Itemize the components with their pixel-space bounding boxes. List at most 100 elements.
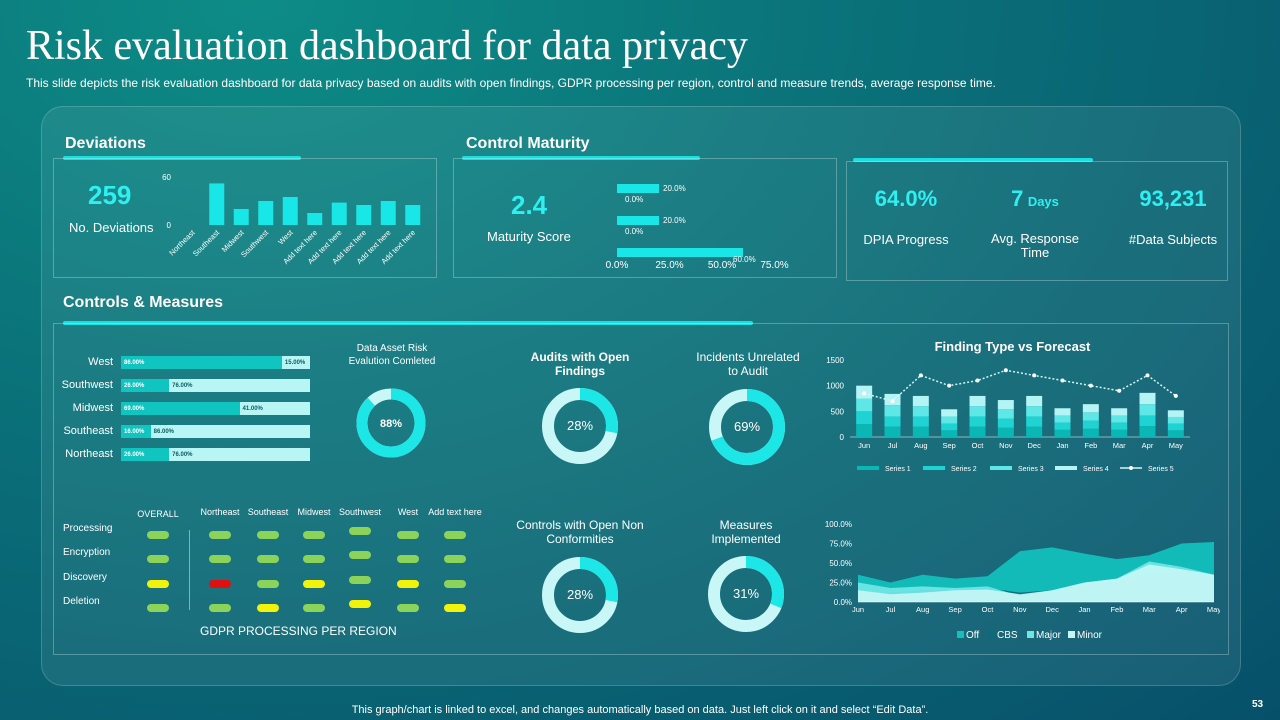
finding-ytick: 500: [831, 407, 845, 416]
finding-bar: [912, 416, 929, 427]
region-bar-segment-b: 76.00%: [169, 379, 310, 392]
dev-bar: [356, 205, 372, 225]
finding-xtick: Dec: [1027, 441, 1041, 450]
region-bar: 26.00% 76.00%: [121, 379, 310, 392]
finding-bar: [997, 409, 1014, 419]
gdpr-status-pill: [303, 580, 325, 588]
gdpr-status-pill: [397, 580, 419, 588]
finding-bar: [1082, 404, 1099, 413]
finding-bar: [1167, 423, 1184, 431]
finding-bar: [856, 424, 873, 437]
gdpr-status-pill: [147, 604, 169, 612]
region-label: Northeast: [65, 448, 113, 460]
trend-xtick: Sep: [948, 605, 961, 614]
gdpr-status-pill: [147, 555, 169, 563]
region-bar-segment-b: 41.00%: [239, 402, 310, 415]
finding-bar: [856, 398, 873, 412]
donut-title: Incidents Unrelated to Audit: [696, 350, 800, 378]
donut-chart: 88%: [356, 388, 426, 458]
maturity-label: Maturity Score: [487, 229, 571, 244]
legend-swatch: [857, 466, 879, 470]
gdpr-status-pill: [349, 551, 371, 559]
page-number: 53: [1252, 699, 1264, 710]
finding-forecast-point: [947, 383, 952, 388]
dev-xtick: Southeast: [191, 227, 222, 258]
donut-chart: 28%: [542, 557, 618, 633]
gdpr-row-label: Encryption: [63, 547, 111, 558]
finding-bar: [856, 411, 873, 425]
donut-arc: [356, 388, 426, 458]
donut-arc: [542, 557, 618, 633]
controls-title: Controls & Measures: [63, 294, 224, 311]
trend-ytick: 50.0%: [829, 559, 852, 568]
finding-bar: [997, 418, 1014, 428]
maturity-data-label: 20.0%: [663, 184, 686, 193]
gdpr-column-header: Southeast: [247, 507, 289, 517]
trend-xtick: Mar: [1143, 605, 1156, 614]
trend-xtick: Jan: [1078, 605, 1090, 614]
finding-forecast-point: [1173, 393, 1178, 398]
kpi-response-label: Avg. Response Time: [991, 231, 1079, 260]
dev-bar: [307, 213, 323, 225]
gdpr-status-pill: [444, 580, 466, 588]
dev-bar: [209, 183, 225, 225]
gdpr-status-pill: [147, 531, 169, 539]
maturity-data-label: 60.0%: [733, 255, 756, 264]
gdpr-status-pill: [444, 555, 466, 563]
trend-ytick: 100.0%: [825, 520, 852, 529]
finding-xtick: Jun: [858, 441, 870, 450]
finding-bar: [1111, 422, 1128, 430]
legend-label: Series 5: [1148, 466, 1174, 473]
finding-ytick: 0: [840, 433, 845, 442]
finding-bar: [1139, 426, 1156, 437]
finding-xtick: Oct: [972, 441, 985, 450]
maturity-data-label: 0.0%: [625, 227, 643, 236]
gdpr-row-label: Processing: [63, 523, 113, 534]
deviations-value: 259: [88, 180, 132, 210]
kpi-subjects-label: #Data Subjects: [1128, 232, 1218, 247]
legend-label: Series 4: [1083, 466, 1109, 473]
gdpr-row-label: Discovery: [63, 572, 107, 583]
finding-bar: [884, 426, 901, 437]
finding-bar: [941, 423, 958, 431]
gdpr-status-pill: [257, 580, 279, 588]
finding-bar: [1111, 415, 1128, 423]
donut-arc: [542, 388, 618, 464]
gdpr-status-pill: [257, 555, 279, 563]
region-label: Southeast: [63, 425, 113, 437]
finding-bar: [912, 426, 929, 437]
gdpr-status-pill: [303, 555, 325, 563]
region-bar-segment-a: 86.00%: [121, 356, 282, 369]
dev-bar: [331, 202, 347, 225]
legend-swatch: [957, 631, 964, 638]
finding-bar: [1139, 404, 1156, 416]
finding-type-chart: 0 500 1000 1500 Jun Jul Aug Sep Oct Nov Dec Jan Feb M…: [826, 356, 1190, 473]
gdpr-status-pill: [349, 527, 371, 535]
gdpr-status-pill: [209, 604, 231, 612]
gdpr-column-header: Midwest: [297, 507, 331, 517]
finding-bar: [941, 409, 958, 417]
finding-bar: [1167, 430, 1184, 437]
finding-bar: [1167, 410, 1184, 417]
finding-xtick: Mar: [1113, 441, 1126, 450]
gdpr-column-header: Add text here: [428, 507, 482, 517]
trend-xtick: May: [1207, 605, 1220, 614]
finding-bar: [997, 400, 1014, 410]
gdpr-column-header: West: [397, 507, 419, 517]
finding-ytick: 1000: [826, 382, 844, 391]
gdpr-status-pill: [303, 604, 325, 612]
region-label: Midwest: [72, 402, 113, 414]
region-bar-segment-a: 69.00%: [121, 402, 240, 415]
page-title: Risk evaluation dashboard for data priva…: [26, 23, 748, 69]
gdpr-status-pill: [349, 600, 371, 608]
finding-xtick: Apr: [1142, 441, 1154, 450]
control-maturity-box: [453, 158, 837, 278]
finding-bar: [1026, 406, 1043, 417]
finding-bar: [884, 416, 901, 427]
finding-forecast-point: [1145, 373, 1150, 378]
finding-bar: [1139, 415, 1156, 427]
trend-xtick: Oct: [982, 605, 995, 614]
legend-swatch: [1055, 466, 1077, 470]
finding-bar: [1111, 408, 1128, 416]
finding-bar: [1026, 426, 1043, 437]
